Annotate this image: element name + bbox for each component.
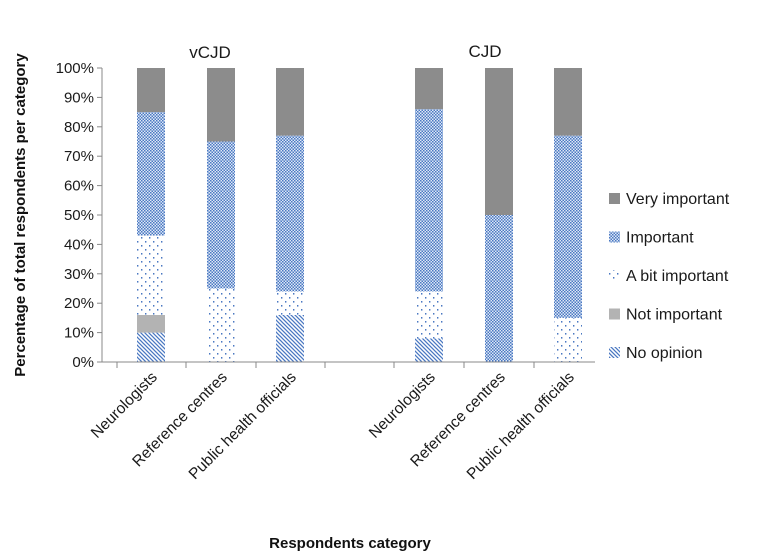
- x-axis-ticks: [116, 362, 535, 368]
- bar-segment-important: [207, 141, 235, 289]
- legend-swatch: [609, 231, 620, 243]
- legend-label: A bit important: [626, 268, 729, 285]
- bar-segment-very-important: [276, 68, 304, 136]
- legend-label: Important: [626, 230, 694, 247]
- y-tick-label: 80%: [64, 119, 94, 136]
- y-tick-label: 90%: [64, 89, 94, 106]
- legend-label: Very important: [626, 191, 730, 208]
- bar-segment-a-bit-important: [415, 291, 443, 339]
- bar-segment-a-bit-important: [207, 288, 235, 362]
- legend-swatch: [609, 193, 620, 204]
- category-label: Neurologists: [88, 369, 161, 442]
- bar-segment-important: [137, 112, 165, 236]
- legend-swatch: [609, 347, 620, 358]
- bar-segment-important: [554, 135, 582, 318]
- bar-segment-very-important: [415, 68, 443, 110]
- bar-segment-important: [485, 215, 513, 362]
- y-tick-label: 50%: [64, 207, 94, 224]
- category-label: Neurologists: [366, 369, 439, 442]
- y-tick-label: 70%: [64, 148, 94, 165]
- bar-segment-not-important: [137, 314, 165, 333]
- legend-swatch: [609, 308, 620, 320]
- legend-label: Not important: [626, 307, 723, 324]
- bar-segment-very-important: [485, 68, 513, 215]
- legend-swatch: [609, 270, 620, 281]
- x-axis-title: Respondents category: [269, 535, 431, 552]
- y-tick-label: 0%: [72, 354, 94, 371]
- bar-segment-important: [276, 135, 304, 292]
- bar-segment-no-opinion: [276, 314, 304, 362]
- bar-segment-very-important: [137, 68, 165, 113]
- bar-segment-no-opinion: [415, 338, 443, 362]
- bar-segment-a-bit-important: [276, 291, 304, 315]
- y-tick-label: 40%: [64, 236, 94, 253]
- y-axis-title: Percentage of total respondents per cate…: [12, 53, 29, 377]
- group-label-cjd: CJD: [468, 42, 501, 61]
- y-tick-label: 60%: [64, 178, 94, 195]
- group-label-vcjd: vCJD: [189, 43, 231, 62]
- bar-segment-important: [415, 109, 443, 292]
- bar-segments: [137, 68, 582, 362]
- bar-segment-very-important: [554, 68, 582, 136]
- y-tick-label: 30%: [64, 266, 94, 283]
- legend-label: No opinion: [626, 345, 703, 362]
- bar-segment-a-bit-important: [554, 317, 582, 362]
- bar-segment-very-important: [207, 68, 235, 142]
- bar-segment-a-bit-important: [137, 235, 165, 315]
- y-axis-ticks: 0% 10% 20% 30% 40% 50% 60% 70% 80% 90% 100%: [56, 60, 102, 371]
- y-tick-label: 10%: [64, 325, 94, 342]
- bar-segment-no-opinion: [137, 332, 165, 362]
- legend: Very important Important A bit important No…: [609, 191, 730, 362]
- y-tick-label: 100%: [56, 60, 94, 77]
- y-tick-label: 20%: [64, 295, 94, 312]
